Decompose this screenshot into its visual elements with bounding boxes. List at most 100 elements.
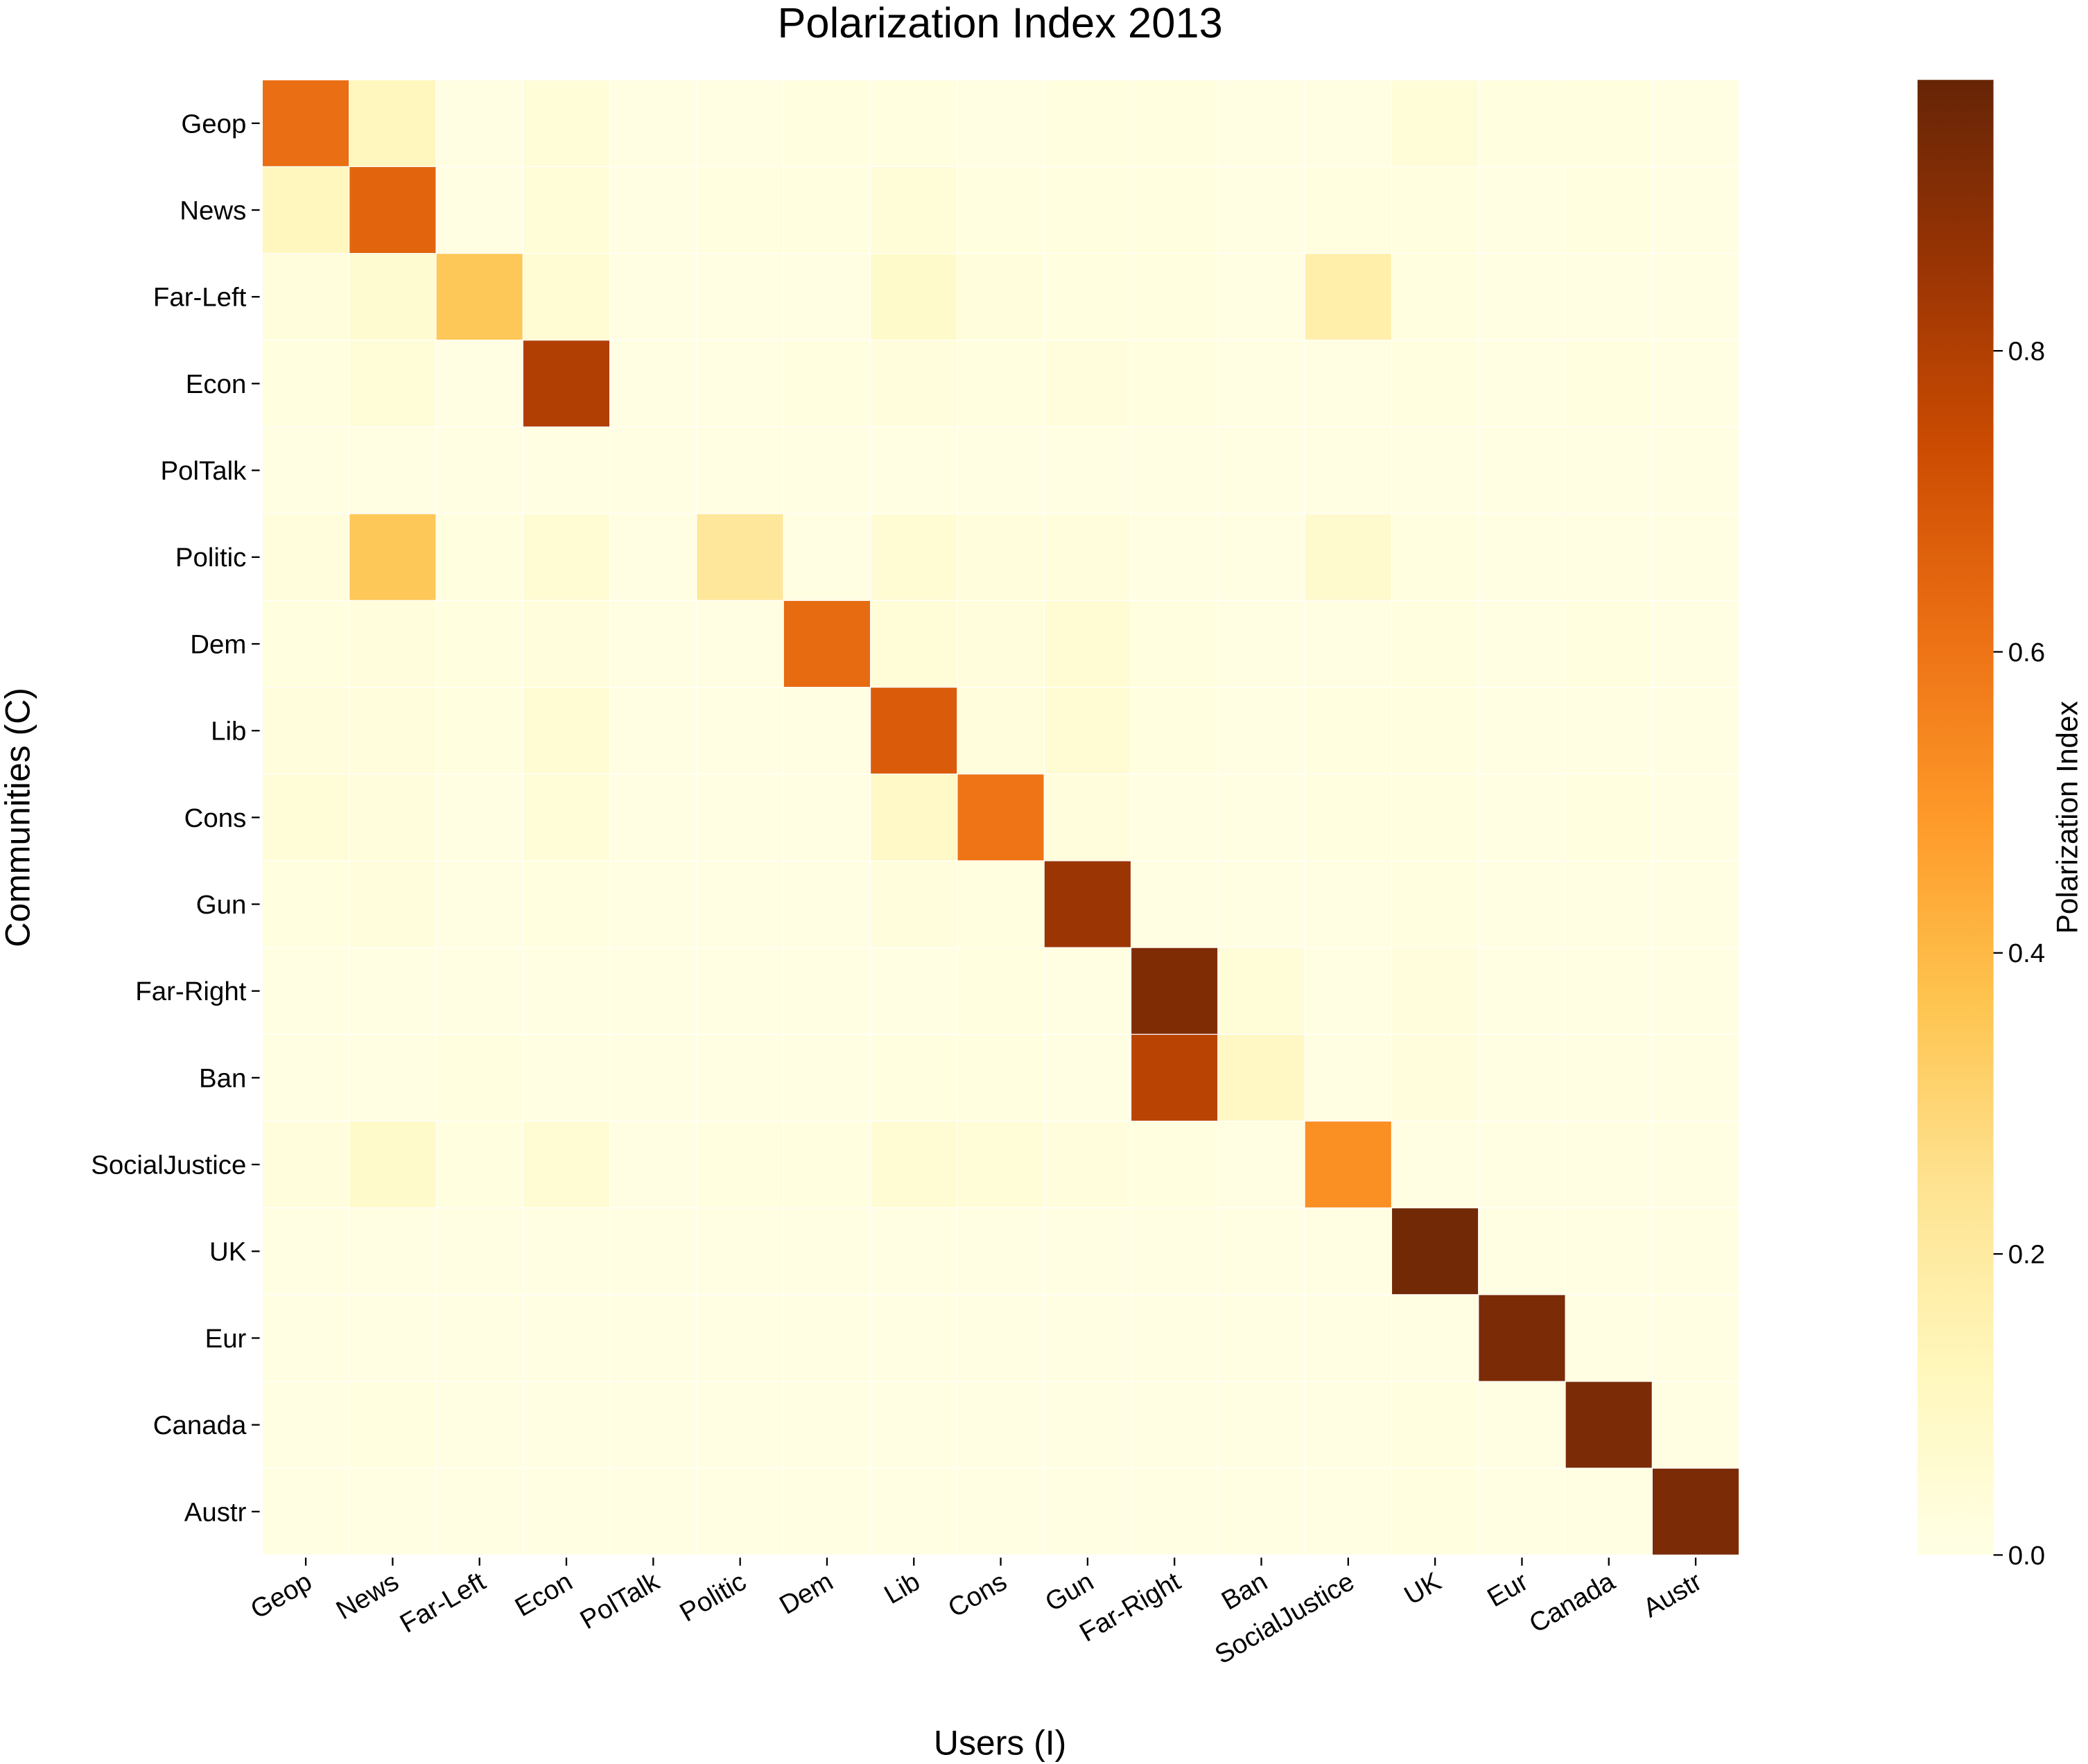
heatmap-cell [522,1207,611,1295]
heatmap-cell [349,774,437,862]
heatmap-cell [870,1120,958,1209]
colorbar-label: Polarization Index [2051,701,2084,934]
heatmap-cell [783,686,871,775]
heatmap-cell [1130,426,1219,514]
heatmap-cell [870,1207,958,1295]
x-tick-label: Canada [1524,1566,1621,1639]
colorbar-tick-label: 0.6 [2008,638,2045,667]
colorbar-tick-label: 0.0 [2008,1541,2045,1571]
heatmap-cell [1565,947,1653,1035]
heatmap-cell [1651,253,1740,341]
heatmap-cell [349,1033,437,1122]
heatmap-cell [349,253,437,341]
y-tick-label: News [180,195,246,225]
heatmap-cell [609,513,697,601]
x-tick-label: Far-Right [1075,1566,1185,1648]
x-tick-label: Far-Left [395,1566,491,1639]
heatmap-cell [1651,600,1740,688]
heatmap-cell [1130,79,1219,168]
heatmap-cell [261,1207,350,1295]
heatmap-cell [1478,947,1566,1035]
heatmap-cell [609,1467,697,1556]
heatmap-cell [1565,774,1653,862]
heatmap-cell [435,686,523,775]
heatmap-cell [522,774,611,862]
heatmap-cell [696,1467,784,1556]
heatmap-cell [1130,600,1219,688]
heatmap-cell [1478,686,1566,775]
heatmap-cell [957,947,1045,1035]
heatmap-cell [783,1207,871,1295]
heatmap-cell [1043,1467,1132,1556]
heatmap-cell [783,426,871,514]
heatmap-cell [783,253,871,341]
heatmap-cell [1391,1120,1479,1209]
heatmap-cell [1043,600,1132,688]
heatmap-cell [1304,947,1393,1035]
heatmap-cell [696,860,784,948]
heatmap-cell [349,600,437,688]
heatmap-cell [870,1294,958,1382]
heatmap-cell [1304,166,1393,254]
heatmap-cell [435,340,523,428]
heatmap-cell [1391,1467,1479,1556]
heatmap-cell [1565,513,1653,601]
y-tick-label: Cons [184,803,247,833]
x-tick-label: Dem [774,1566,838,1621]
heatmap-cell [522,1294,611,1382]
heatmap-cell [261,600,350,688]
heatmap-cell [435,1120,523,1209]
x-tick-label: News [331,1566,404,1625]
heatmap-cell [435,947,523,1035]
heatmap-cell [1130,1294,1219,1382]
heatmap-cell [1304,1381,1393,1469]
heatmap-cell [1391,600,1479,688]
heatmap-cell [1304,1120,1393,1209]
heatmap-cell [957,686,1045,775]
heatmap-cell [870,686,958,775]
heatmap-cell [783,1120,871,1209]
heatmap-cell [1565,340,1653,428]
heatmap-cell [1304,1207,1393,1295]
heatmap-cell [1217,166,1305,254]
heatmap-cell [1217,686,1305,775]
heatmap-cell [435,426,523,514]
y-tick-label: Gun [196,890,247,920]
heatmap-cell [261,166,350,254]
heatmap-cell [1043,947,1132,1035]
heatmap-cell [783,1294,871,1382]
heatmap-cell [435,166,523,254]
heatmap-cell [1304,774,1393,862]
heatmap-cell [1478,340,1566,428]
heatmap-cell [1651,79,1740,168]
heatmap-cell [522,1467,611,1556]
heatmap-cell [1651,513,1740,601]
heatmap-cell [261,1294,350,1382]
heatmap-cell [349,340,437,428]
x-tick-label: Ban [1217,1566,1273,1616]
heatmap-cell [696,686,784,775]
heatmap-cell [696,947,784,1035]
heatmap-cell [1130,1467,1219,1556]
heatmap-cell [261,774,350,862]
heatmap-cell [435,860,523,948]
heatmap-cell [870,340,958,428]
heatmap-cell [1130,1120,1219,1209]
y-tick-label: Far-Right [135,977,246,1006]
heatmap-cell [522,79,611,168]
y-tick-label: Far-Left [153,283,247,313]
colorbar [1917,80,1994,1555]
heatmap-cell [435,774,523,862]
y-tick-label: Lib [211,717,246,746]
heatmap-cell [1217,513,1305,601]
x-axis-label: Users (I) [934,1724,1066,1763]
heatmap-cell [1130,1033,1219,1122]
heatmap-cell [696,253,784,341]
heatmap-cell [349,1120,437,1209]
heatmap-cell [1130,340,1219,428]
heatmap-cell [349,686,437,775]
heatmap-cell [261,860,350,948]
heatmap-cell [1217,1381,1305,1469]
colorbar-ticks: 0.0 0.2 0.4 0.6 0.8 [1993,337,2045,1571]
